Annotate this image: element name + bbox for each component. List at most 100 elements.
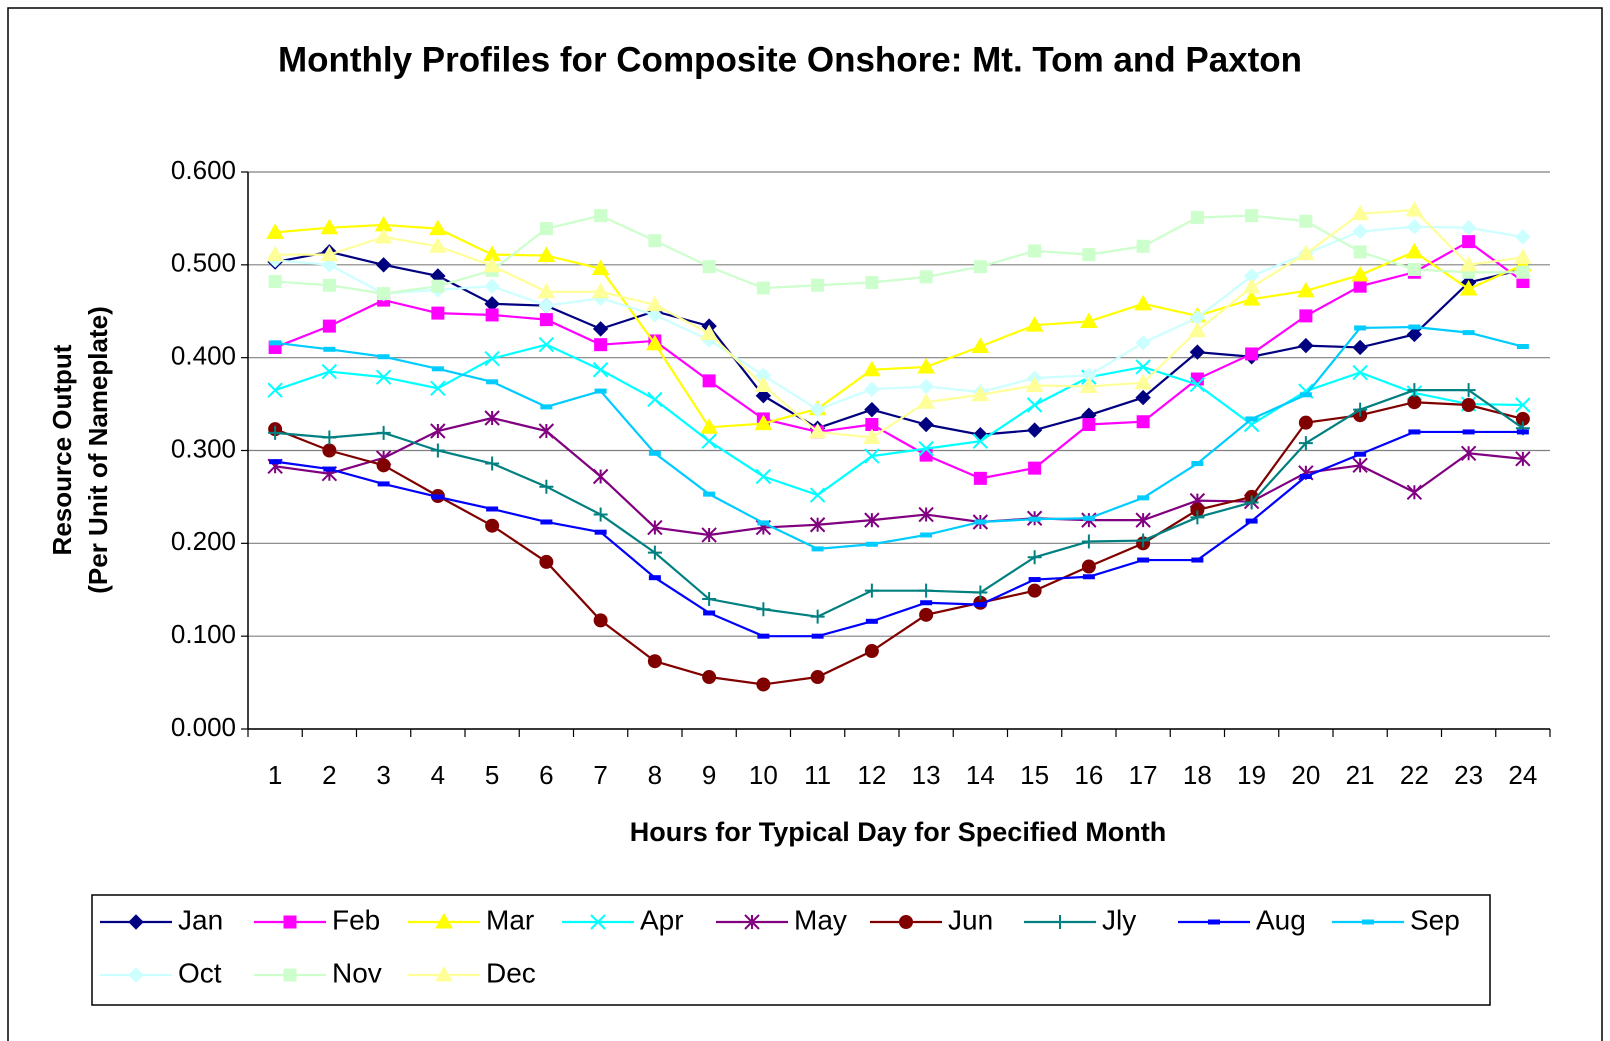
marker bbox=[1462, 235, 1476, 249]
x-tick-label: 20 bbox=[1291, 760, 1320, 790]
marker bbox=[1516, 265, 1530, 279]
marker bbox=[700, 324, 718, 341]
marker bbox=[744, 914, 760, 930]
marker bbox=[1188, 321, 1207, 338]
marker bbox=[1353, 245, 1367, 259]
x-tick-label: 16 bbox=[1074, 760, 1103, 790]
legend-entry: Mar bbox=[408, 904, 534, 935]
marker bbox=[755, 388, 772, 404]
marker bbox=[917, 393, 935, 409]
marker bbox=[484, 350, 500, 367]
marker bbox=[1297, 281, 1315, 298]
marker bbox=[918, 506, 934, 523]
marker bbox=[592, 362, 609, 378]
marker bbox=[1299, 473, 1312, 479]
x-tick-label: 3 bbox=[376, 760, 390, 790]
marker bbox=[971, 337, 990, 354]
marker bbox=[266, 223, 284, 239]
marker bbox=[435, 965, 453, 982]
marker bbox=[376, 425, 391, 440]
marker bbox=[1408, 324, 1421, 330]
marker bbox=[1405, 242, 1424, 259]
marker bbox=[1353, 402, 1368, 417]
marker bbox=[756, 602, 771, 617]
marker bbox=[811, 278, 825, 292]
x-tick-label: 22 bbox=[1400, 760, 1429, 790]
marker bbox=[702, 260, 716, 274]
marker bbox=[431, 306, 445, 320]
legend-label: May bbox=[794, 904, 847, 935]
marker bbox=[973, 260, 987, 274]
marker bbox=[1407, 395, 1422, 410]
marker bbox=[283, 968, 297, 982]
marker bbox=[268, 425, 283, 440]
marker bbox=[1352, 223, 1368, 240]
marker bbox=[864, 381, 880, 397]
marker bbox=[431, 279, 445, 293]
marker bbox=[1299, 309, 1313, 323]
marker bbox=[594, 388, 607, 394]
marker bbox=[974, 519, 987, 525]
marker bbox=[920, 532, 933, 538]
x-tick-label: 5 bbox=[485, 760, 499, 790]
y-tick-label: 0.000 bbox=[171, 712, 236, 742]
series bbox=[268, 209, 1530, 301]
x-tick-label: 17 bbox=[1129, 760, 1158, 790]
marker bbox=[918, 440, 934, 457]
marker bbox=[864, 448, 880, 464]
marker bbox=[1028, 577, 1041, 583]
marker bbox=[810, 609, 825, 624]
marker bbox=[1135, 389, 1151, 406]
marker bbox=[1137, 495, 1150, 501]
marker bbox=[128, 914, 144, 930]
legend-label: Nov bbox=[332, 957, 382, 988]
marker bbox=[755, 468, 772, 485]
series-line bbox=[275, 208, 1524, 439]
marker bbox=[1081, 534, 1096, 549]
marker bbox=[435, 912, 453, 929]
marker bbox=[811, 633, 824, 639]
marker bbox=[918, 416, 934, 433]
marker bbox=[647, 307, 663, 323]
y-tick-label: 0.500 bbox=[171, 248, 236, 278]
marker bbox=[1134, 294, 1152, 311]
series bbox=[268, 383, 1530, 624]
y-axis-label-line: (Per Unit of Nameplate) bbox=[83, 306, 113, 594]
marker bbox=[538, 297, 555, 314]
x-tick-label: 7 bbox=[593, 760, 607, 790]
marker bbox=[864, 583, 879, 598]
legend-box bbox=[91, 894, 1491, 1006]
marker bbox=[539, 479, 554, 494]
marker bbox=[322, 319, 336, 333]
marker bbox=[323, 466, 336, 472]
marker bbox=[809, 401, 826, 418]
marker bbox=[917, 357, 935, 374]
x-tick-label: 18 bbox=[1183, 760, 1212, 790]
marker bbox=[377, 287, 391, 301]
marker bbox=[865, 618, 878, 624]
marker bbox=[863, 360, 881, 377]
marker bbox=[592, 321, 609, 337]
marker bbox=[1080, 312, 1098, 328]
legend-label: Feb bbox=[332, 904, 380, 935]
marker bbox=[128, 967, 144, 983]
marker bbox=[1352, 339, 1368, 356]
marker bbox=[539, 222, 553, 236]
marker bbox=[321, 363, 338, 380]
marker bbox=[811, 546, 824, 552]
marker bbox=[1189, 344, 1206, 360]
marker bbox=[537, 246, 556, 263]
x-tick-label: 1 bbox=[268, 760, 282, 790]
marker bbox=[1354, 451, 1367, 457]
legend-label: Apr bbox=[640, 904, 684, 935]
marker bbox=[1027, 550, 1042, 565]
x-tick-label: 23 bbox=[1454, 760, 1483, 790]
marker bbox=[1362, 919, 1374, 925]
marker bbox=[1082, 574, 1095, 580]
marker bbox=[430, 423, 446, 439]
marker bbox=[1245, 518, 1258, 524]
marker bbox=[754, 376, 773, 393]
marker bbox=[539, 313, 553, 327]
legend-label: Jun bbox=[948, 904, 993, 935]
marker bbox=[375, 369, 392, 385]
